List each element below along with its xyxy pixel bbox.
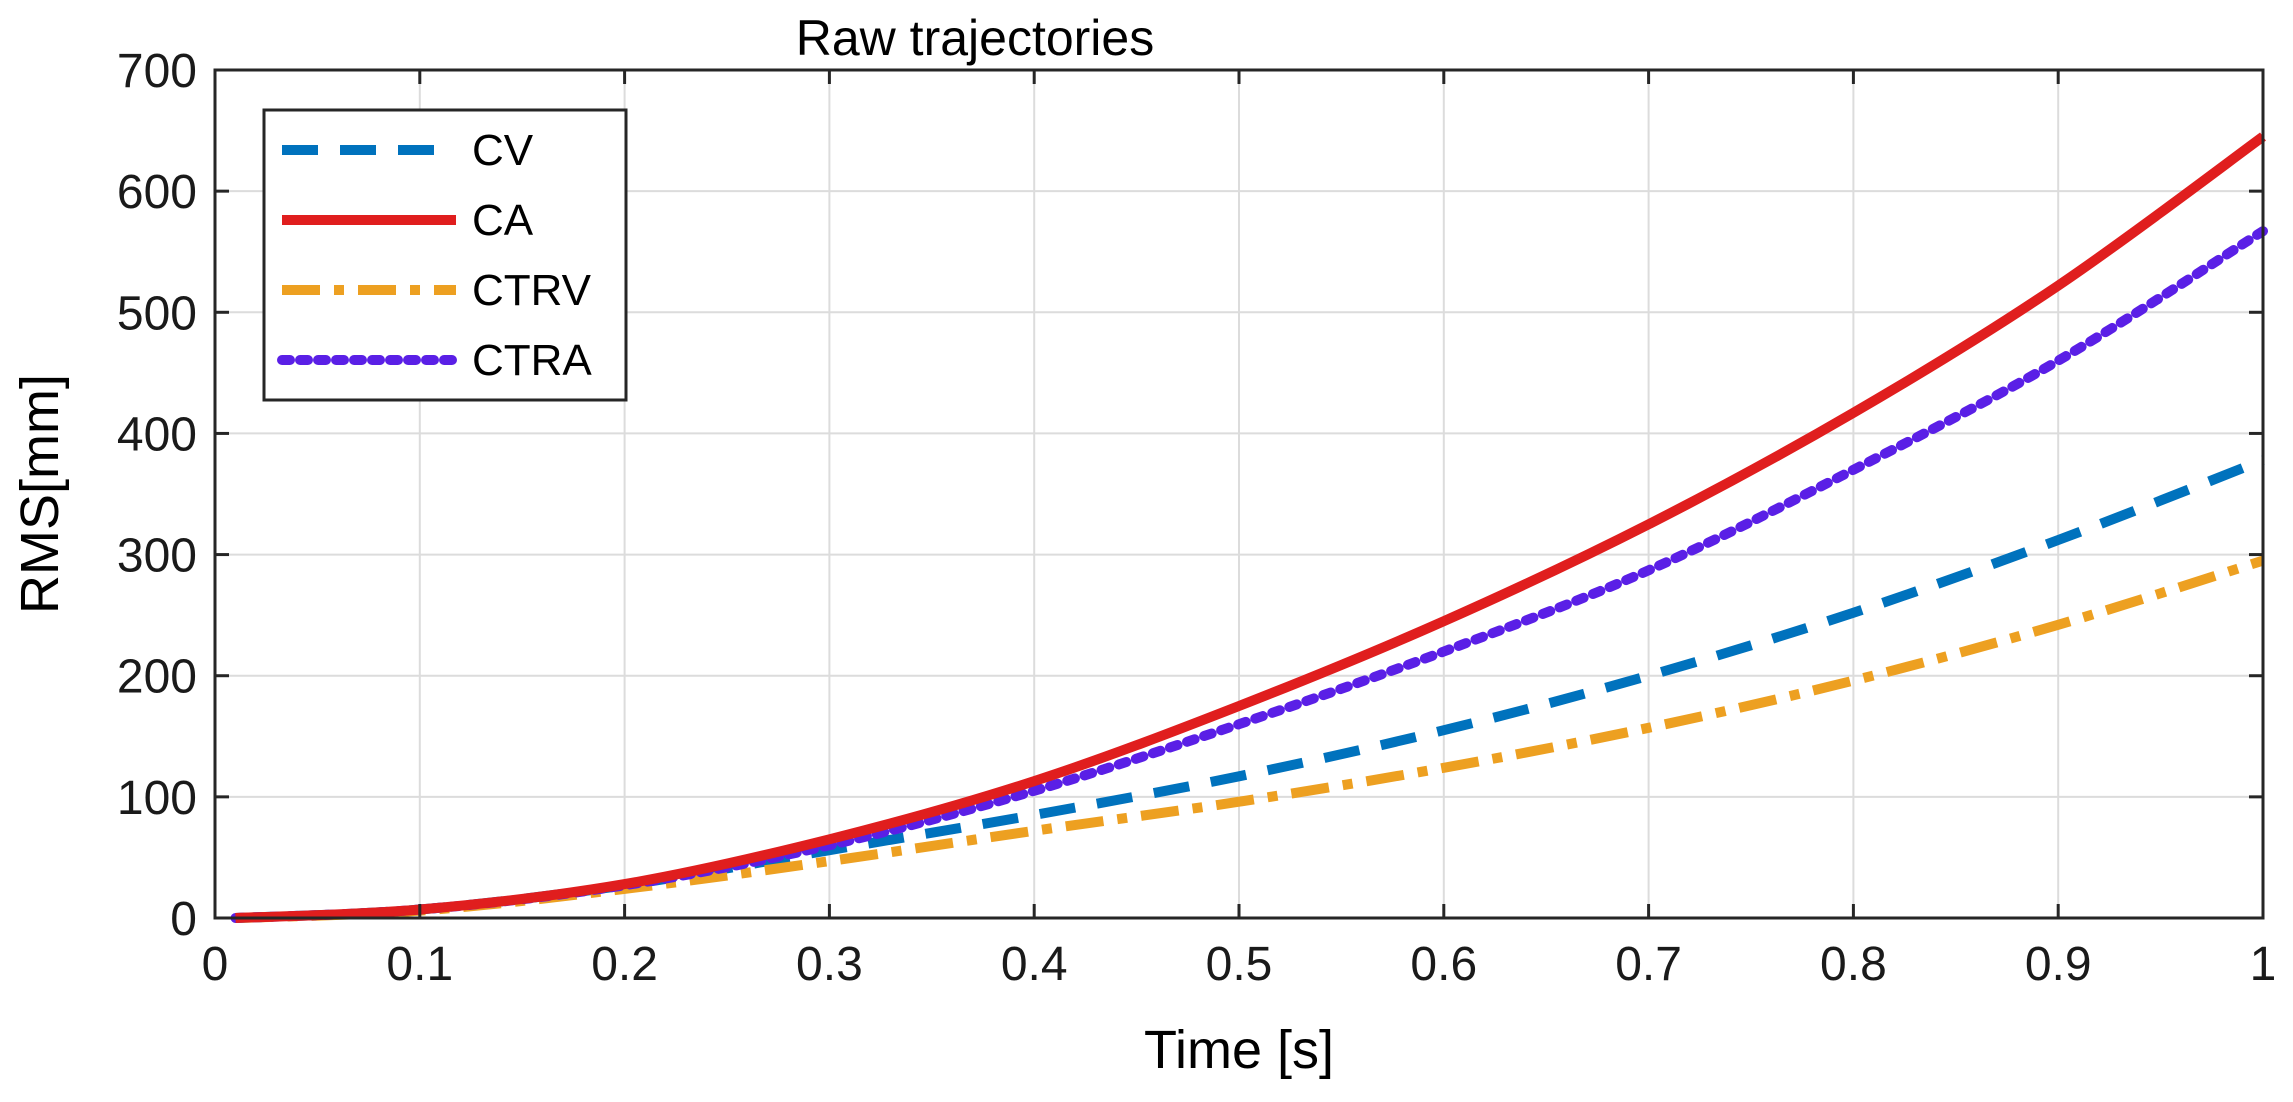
legend: CV CA CTRV CTRA	[262, 108, 628, 402]
x-tick-label: 1	[2250, 938, 2277, 991]
x-tick-label: 0.8	[1820, 938, 1887, 991]
chart-title: Raw trajectories	[796, 10, 1154, 66]
legend-label-ctrv: CTRV	[472, 266, 592, 315]
y-tick-label: 400	[117, 408, 197, 461]
y-tick-label: 100	[117, 772, 197, 825]
x-tick-label: 0.1	[386, 938, 453, 991]
x-tick-label: 0.5	[1206, 938, 1273, 991]
x-tick-label: 0.4	[1001, 938, 1068, 991]
tick-labels: 0 0.1 0.2 0.3 0.4 0.5 0.6 0.7 0.8 0.9 1 0 100 200 300 4…	[117, 45, 2276, 991]
x-tick-label: 0.9	[2025, 938, 2092, 991]
legend-label-ca: CA	[472, 196, 534, 245]
x-tick-label: 0.7	[1615, 938, 1682, 991]
y-tick-label: 500	[117, 287, 197, 340]
y-tick-label: 200	[117, 651, 197, 704]
series-lines	[230, 132, 2268, 923]
y-axis-title: RMS[mm]	[10, 374, 70, 614]
axis-ticks	[213, 68, 2265, 920]
x-tick-label: 0.2	[591, 938, 658, 991]
y-tick-label: 300	[117, 530, 197, 583]
legend-items: CV CA CTRV CTRA	[277, 126, 592, 385]
x-tick-label: 0.3	[796, 938, 863, 991]
y-tick-label: 0	[170, 893, 197, 946]
series-line-cv	[235, 455, 2265, 923]
series-line-ca	[235, 132, 2266, 923]
x-tick-label: 0	[202, 938, 229, 991]
y-tick-label: 600	[117, 166, 197, 219]
y-tick-label: 700	[117, 45, 197, 98]
series-line-ctrv	[235, 555, 2265, 923]
legend-label-cv: CV	[472, 126, 534, 175]
x-axis-title: Time [s]	[1144, 1020, 1334, 1080]
x-tick-label: 0.6	[1410, 938, 1477, 991]
legend-label-ctra: CTRA	[472, 336, 592, 385]
legend-box	[262, 108, 628, 402]
